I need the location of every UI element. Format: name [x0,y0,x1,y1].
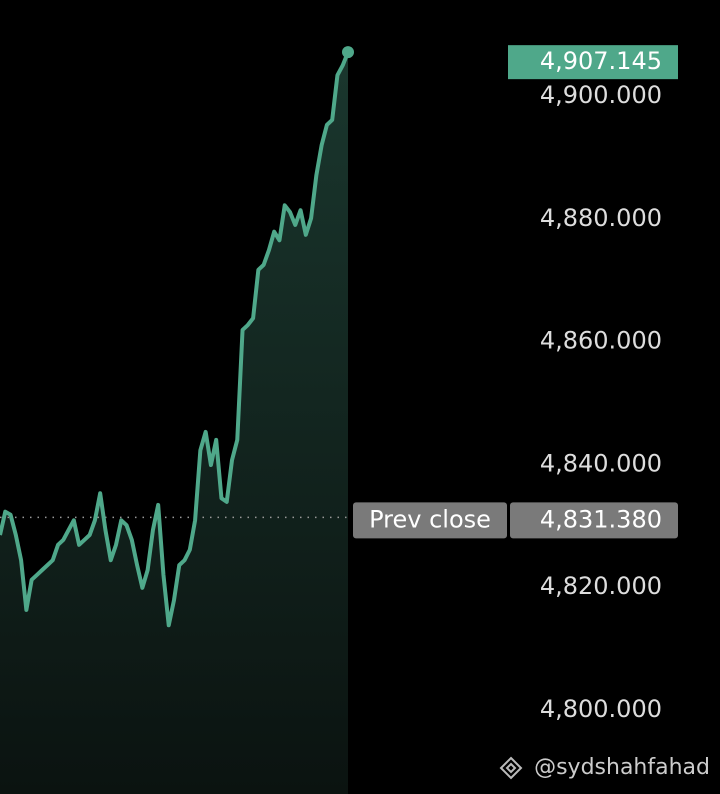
y-tick-label: 4,840.000 [540,449,662,477]
area [0,52,348,794]
prev-close-badge [353,502,507,539]
price-line [0,51,350,628]
y-tick-label: 4,820.000 [540,572,662,600]
prev-close-label: Prev close [369,505,491,533]
watermark: @sydshahfahad [534,755,710,780]
current-price-label: 4,907.145 [540,47,662,75]
y-tick-label: 4,900.000 [540,81,662,109]
logo-icon [499,756,523,780]
prev-close-value-badge [510,502,678,539]
prev-close-value: 4,831.380 [540,505,662,533]
current-price-badge [508,45,678,80]
last-point [342,46,354,59]
y-tick-label: 4,800.000 [540,695,662,723]
y-tick-label: 4,880.000 [540,204,662,232]
y-tick-label: 4,860.000 [540,327,662,355]
